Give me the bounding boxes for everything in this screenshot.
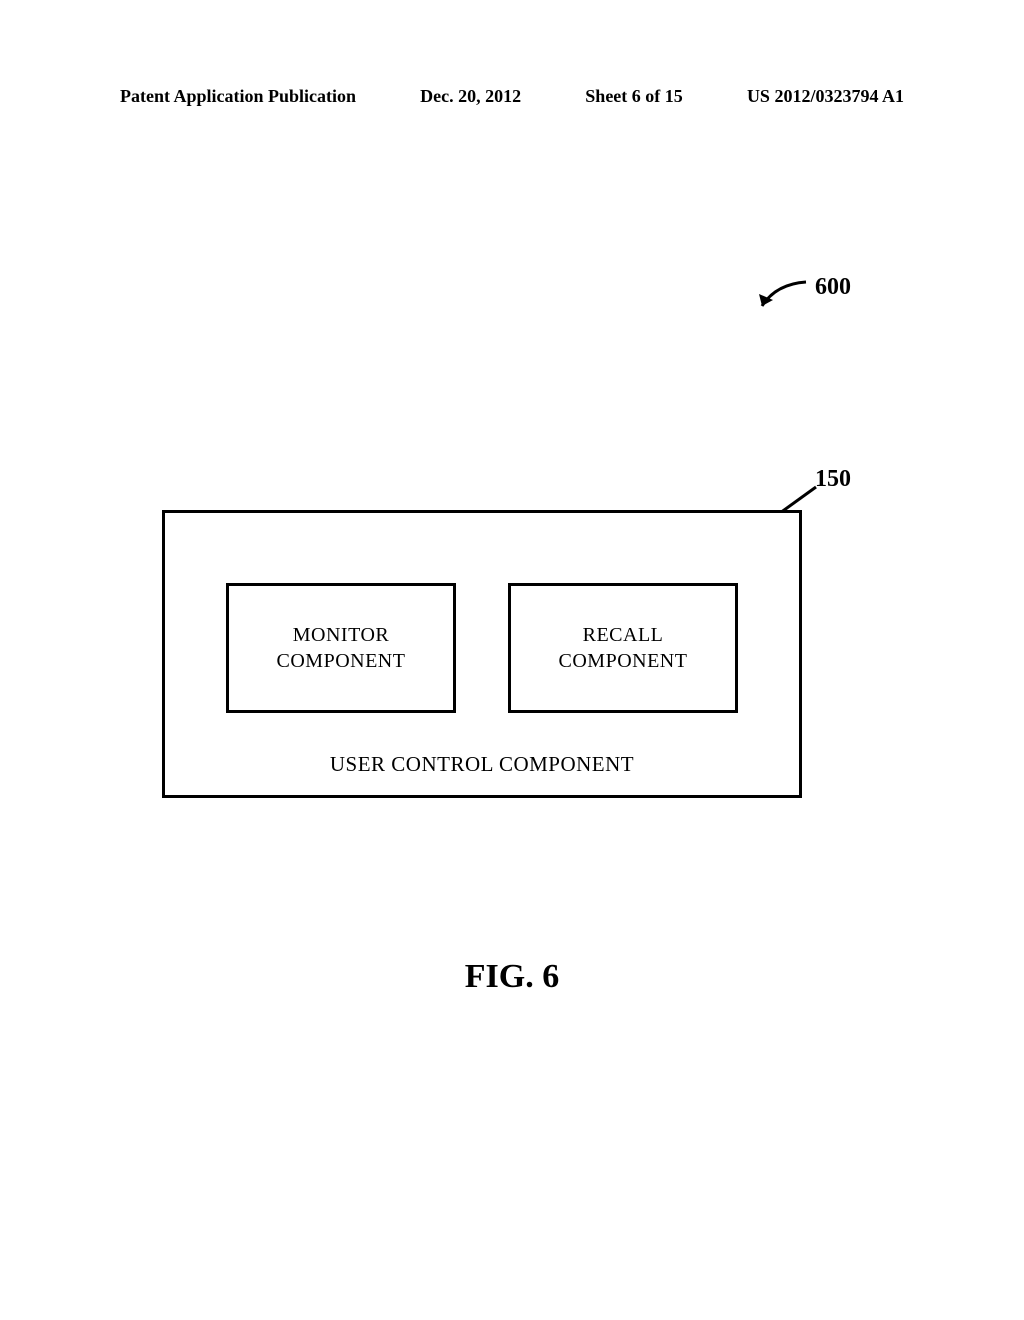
patent-figure-page: Patent Application Publication Dec. 20, … (0, 0, 1024, 1320)
monitor-component-box: MONITOR COMPONENT (226, 583, 456, 713)
recall-component-box: RECALL COMPONENT (508, 583, 738, 713)
inner-boxes-row: MONITOR COMPONENT RECALL COMPONENT (165, 583, 799, 713)
figure-caption: FIG. 6 (0, 958, 1024, 996)
ref-600-label: 600 (815, 274, 851, 301)
publication-type: Patent Application Publication (120, 86, 356, 107)
monitor-line1: MONITOR (293, 622, 389, 648)
user-control-label: USER CONTROL COMPONENT (165, 752, 799, 777)
recall-line1: RECALL (583, 622, 664, 648)
recall-line2: COMPONENT (559, 648, 688, 674)
sheet-number: Sheet 6 of 15 (585, 86, 683, 107)
ref-600-arrow (756, 276, 816, 316)
page-header: Patent Application Publication Dec. 20, … (0, 86, 1024, 107)
user-control-component-box: MONITOR COMPONENT RECALL COMPONENT USER … (162, 510, 802, 798)
publication-date: Dec. 20, 2012 (420, 86, 521, 107)
publication-number: US 2012/0323794 A1 (747, 86, 904, 107)
monitor-line2: COMPONENT (277, 648, 406, 674)
